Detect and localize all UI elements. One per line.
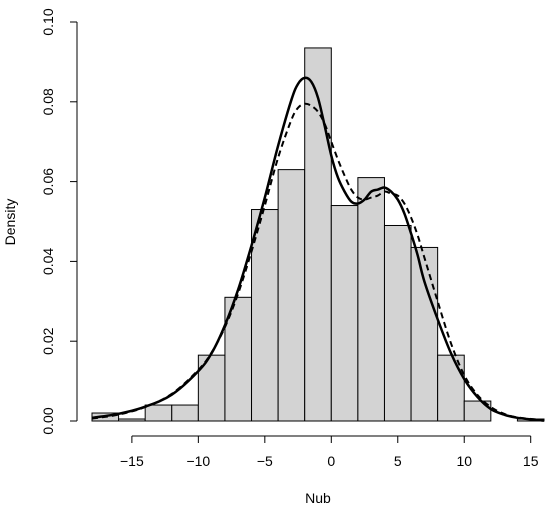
histogram-bar	[277, 169, 306, 422]
y-tick-label: 0.02	[40, 327, 56, 354]
histogram-bar	[410, 246, 439, 422]
histogram-bars	[91, 47, 545, 422]
density-curve-solid	[91, 76, 545, 422]
x-tick-label: 0	[327, 453, 335, 469]
y-axis-title: Density	[2, 199, 18, 246]
x-axis-title: Nub	[305, 490, 331, 506]
y-tick-label: 0.00	[40, 407, 56, 434]
axes: −15 −10 −5 0 5 10 15 0.00 0.02 0.04 0.06 0.08 0.10	[40, 8, 539, 469]
x-tick-label: 5	[394, 453, 402, 469]
histogram-bar	[144, 404, 173, 422]
x-tick-label: −15	[120, 453, 144, 469]
histogram-bar	[171, 404, 199, 422]
x-tick-label: 10	[456, 453, 472, 469]
histogram-bar	[463, 400, 492, 422]
y-tick-label: 0.08	[40, 88, 56, 115]
x-tick-label: −5	[257, 453, 273, 469]
density-curves	[91, 76, 545, 422]
histogram-bar	[357, 177, 385, 422]
y-tick-label: 0.06	[40, 168, 56, 195]
y-tick-label: 0.10	[40, 8, 56, 35]
density-curve-dashed	[91, 102, 545, 422]
x-tick-label: 15	[523, 453, 539, 469]
x-tick-label: −10	[186, 453, 210, 469]
histogram-bar	[118, 418, 146, 422]
histogram-bar	[330, 205, 359, 422]
y-tick-label: 0.04	[40, 248, 56, 275]
histogram-bar	[383, 224, 412, 422]
